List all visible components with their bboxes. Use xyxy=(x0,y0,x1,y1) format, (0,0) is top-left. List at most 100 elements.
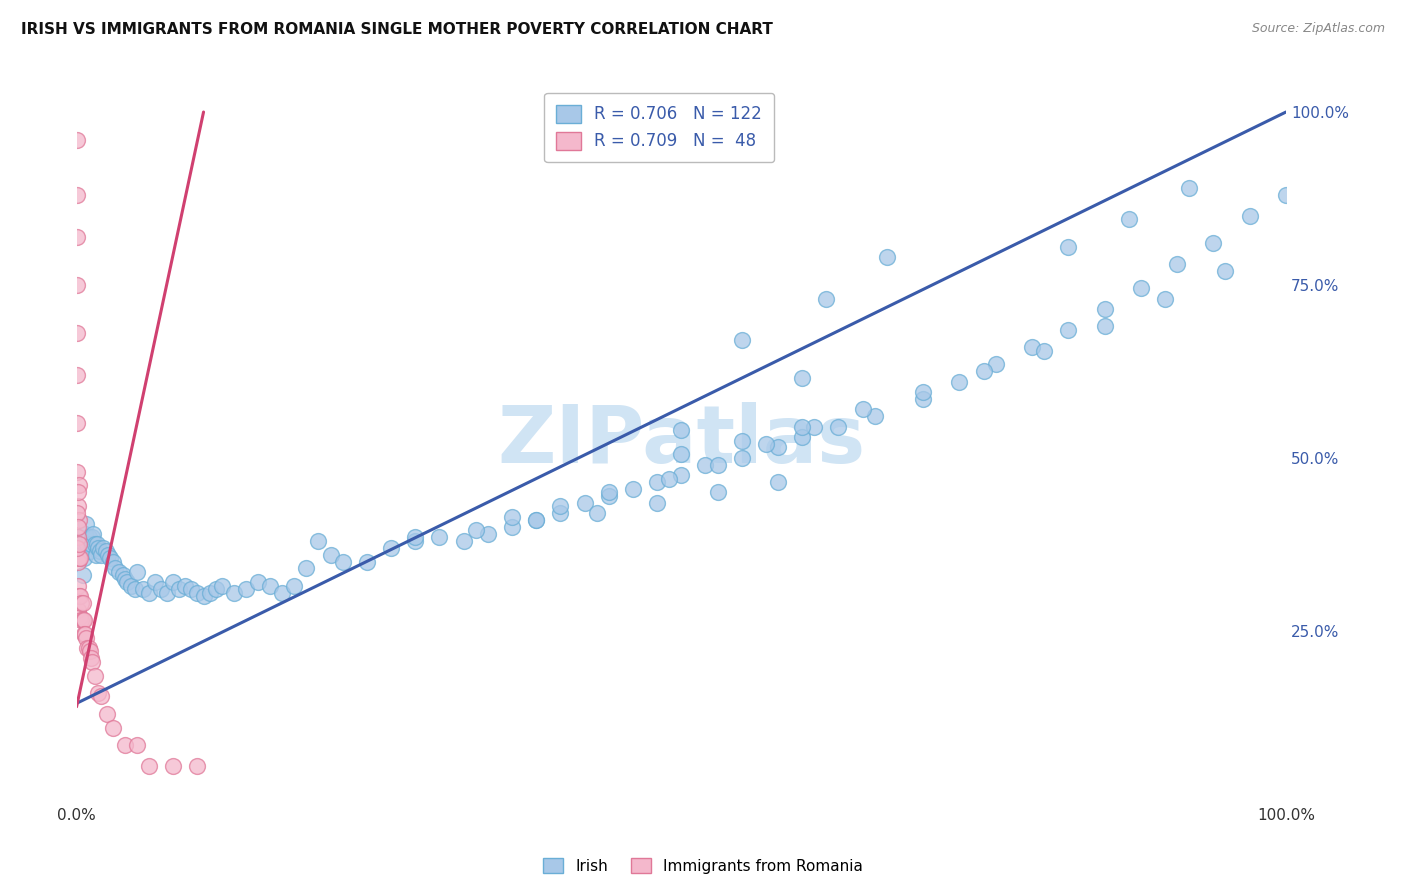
Point xyxy=(76,537,98,551)
Point xyxy=(75,516,97,531)
Point xyxy=(67,589,90,603)
Point xyxy=(307,533,329,548)
Point xyxy=(645,496,668,510)
Point xyxy=(76,640,98,655)
Point xyxy=(111,568,134,582)
Point xyxy=(501,520,523,534)
Point xyxy=(101,555,124,569)
Point xyxy=(73,627,96,641)
Point xyxy=(86,537,108,551)
Point xyxy=(162,575,184,590)
Point xyxy=(501,509,523,524)
Point xyxy=(259,579,281,593)
Point xyxy=(138,758,160,772)
Point xyxy=(73,613,96,627)
Point xyxy=(82,530,104,544)
Point xyxy=(973,364,995,378)
Point xyxy=(65,326,87,341)
Point xyxy=(70,533,93,548)
Point xyxy=(66,603,89,617)
Point xyxy=(96,706,118,721)
Point xyxy=(143,575,166,590)
Point xyxy=(65,530,87,544)
Point xyxy=(755,437,778,451)
Point xyxy=(598,485,620,500)
Point xyxy=(380,541,402,555)
Point xyxy=(524,513,547,527)
Point xyxy=(114,572,136,586)
Point xyxy=(671,468,693,483)
Point xyxy=(1275,188,1298,202)
Point xyxy=(1166,257,1188,271)
Point xyxy=(731,434,754,448)
Point xyxy=(70,596,93,610)
Text: IRISH VS IMMIGRANTS FROM ROMANIA SINGLE MOTHER POVERTY CORRELATION CHART: IRISH VS IMMIGRANTS FROM ROMANIA SINGLE … xyxy=(21,22,773,37)
Point xyxy=(66,579,89,593)
Point xyxy=(295,561,318,575)
Point xyxy=(104,561,127,575)
Point xyxy=(1129,281,1152,295)
Point xyxy=(477,527,499,541)
Point xyxy=(69,589,91,603)
Point xyxy=(138,585,160,599)
Point xyxy=(852,402,875,417)
Point xyxy=(70,613,93,627)
Point xyxy=(114,738,136,752)
Point xyxy=(204,582,226,597)
Point xyxy=(65,133,87,147)
Point xyxy=(67,541,90,555)
Point xyxy=(108,565,131,579)
Point xyxy=(65,277,87,292)
Point xyxy=(792,430,814,444)
Point xyxy=(73,527,96,541)
Point xyxy=(65,368,87,382)
Point xyxy=(150,582,173,597)
Point xyxy=(72,596,94,610)
Point xyxy=(65,465,87,479)
Point xyxy=(66,520,89,534)
Point xyxy=(731,450,754,465)
Point xyxy=(73,627,96,641)
Point xyxy=(876,250,898,264)
Point xyxy=(97,548,120,562)
Point xyxy=(69,548,91,562)
Point xyxy=(792,419,814,434)
Point xyxy=(90,548,112,562)
Point xyxy=(66,485,89,500)
Point xyxy=(65,541,87,555)
Point xyxy=(1021,340,1043,354)
Point xyxy=(117,575,139,590)
Point xyxy=(72,613,94,627)
Point xyxy=(1239,209,1261,223)
Point xyxy=(72,568,94,582)
Point xyxy=(222,585,245,599)
Point xyxy=(82,655,104,669)
Point xyxy=(356,555,378,569)
Point xyxy=(94,544,117,558)
Point xyxy=(67,537,90,551)
Point xyxy=(193,589,215,603)
Point xyxy=(283,579,305,593)
Point xyxy=(766,441,789,455)
Point xyxy=(550,500,572,514)
Point xyxy=(80,537,103,551)
Point xyxy=(67,478,90,492)
Point xyxy=(125,565,148,579)
Point xyxy=(695,458,717,472)
Point xyxy=(174,579,197,593)
Point xyxy=(319,548,342,562)
Point xyxy=(77,640,100,655)
Point xyxy=(69,610,91,624)
Point xyxy=(66,530,89,544)
Point xyxy=(91,541,114,555)
Point xyxy=(235,582,257,597)
Point xyxy=(87,541,110,555)
Point xyxy=(73,551,96,566)
Point xyxy=(912,392,935,406)
Point xyxy=(792,371,814,385)
Point xyxy=(658,472,681,486)
Point xyxy=(87,686,110,700)
Point xyxy=(706,458,728,472)
Point xyxy=(80,651,103,665)
Point xyxy=(246,575,269,590)
